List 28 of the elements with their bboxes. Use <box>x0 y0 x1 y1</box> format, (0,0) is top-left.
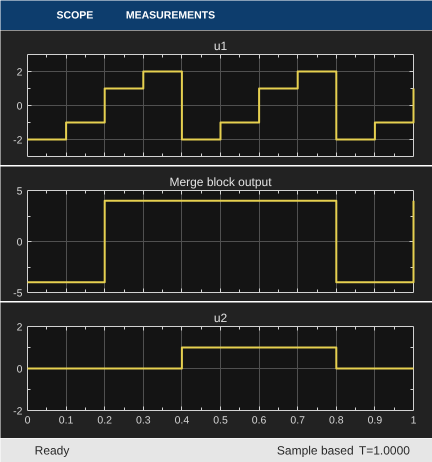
text: SCOPE <box>56 10 94 22</box>
y-tick-label: -2 <box>13 134 23 146</box>
chart-title: Merge block output <box>169 175 272 189</box>
x-tick-label: 0.9 <box>368 414 382 426</box>
y-tick-label: 0 <box>16 364 23 376</box>
y-tick-label: 0 <box>16 100 23 112</box>
x-tick-label: 0.6 <box>252 414 267 426</box>
y-tick-label: 5 <box>16 186 23 198</box>
x-tick-label: 0.5 <box>213 414 228 426</box>
x-tick-label: 0.8 <box>329 414 344 426</box>
x-tick-label: 0 <box>24 414 31 426</box>
text: T=1.0000 <box>358 444 410 458</box>
text: Ready <box>34 444 70 458</box>
x-tick-label: 0.1 <box>58 414 74 426</box>
x-tick-label: 1 <box>410 414 417 426</box>
y-tick-label: -2 <box>13 406 23 418</box>
text: MEASUREMENTS <box>126 10 216 22</box>
y-tick-label: -5 <box>13 288 23 300</box>
text: Sample based <box>276 444 354 458</box>
x-tick-label: 0.7 <box>290 414 306 426</box>
y-tick-label: 0 <box>16 236 23 248</box>
x-tick-label: 0.3 <box>136 414 151 426</box>
chart-title: u2 <box>214 311 228 325</box>
y-tick-label: 2 <box>16 322 23 334</box>
x-tick-label: 0.2 <box>97 414 112 426</box>
chart-title: u1 <box>214 39 228 53</box>
x-tick-label: 0.4 <box>174 414 190 426</box>
y-tick-label: 2 <box>16 66 23 78</box>
